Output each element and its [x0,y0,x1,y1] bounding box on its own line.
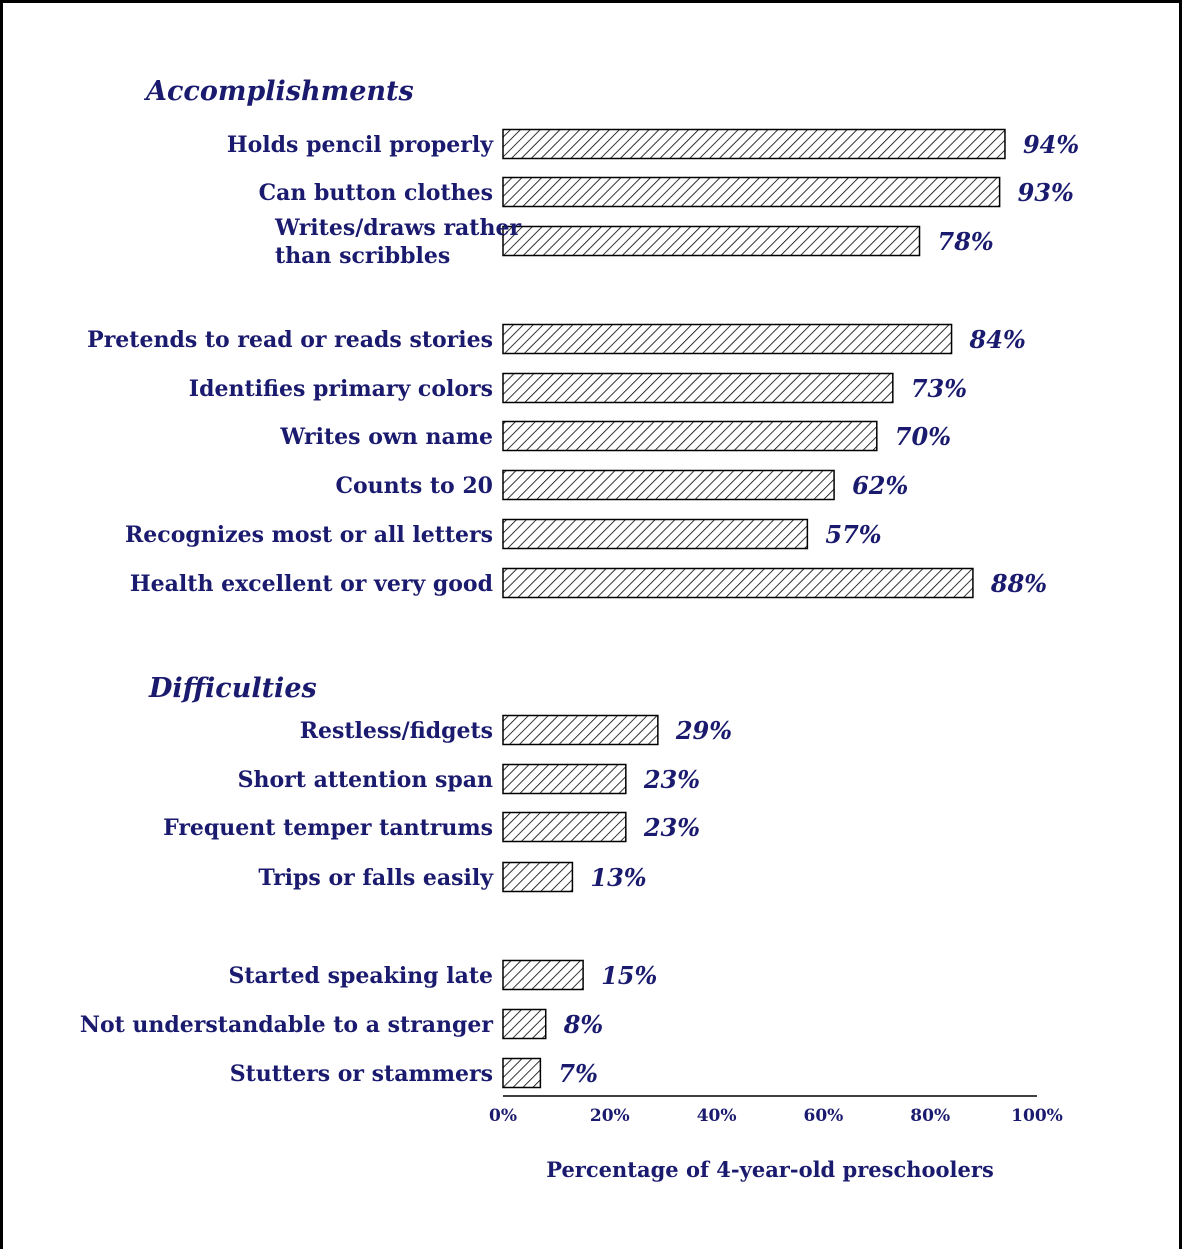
category-label: Short attention span [238,767,493,793]
bar [502,372,894,404]
data-label: 62% [852,471,908,500]
x-tick-label: 60% [803,1106,843,1126]
category-label: Trips or falls easily [258,865,494,891]
category-label: Can button clothes [259,180,493,206]
bar [502,861,574,893]
bar [502,420,878,452]
data-label: 7% [558,1059,598,1088]
category-label: Restless/fidgets [300,718,493,744]
category-label: Frequent temper tantrums [163,815,493,841]
data-label: 29% [675,716,732,745]
data-label: 73% [911,374,967,403]
bar [502,225,921,257]
bar [502,811,627,843]
data-label: 93% [1018,178,1074,207]
x-axis-title: Percentage of 4-year-old preschoolers [546,1157,994,1182]
data-label: 13% [590,863,646,892]
category-label: Writes/draws rather [274,215,521,241]
data-label: 57% [825,520,881,549]
data-label: 8% [563,1010,604,1039]
x-tick-label: 100% [1011,1106,1063,1126]
category-label: Health excellent or very good [130,571,493,597]
x-tick-label: 20% [590,1106,630,1126]
bar [502,1008,547,1040]
category-label: Writes own name [279,424,493,450]
bar [502,518,809,550]
bar [502,567,974,599]
bar [502,714,659,746]
data-label: 94% [1023,130,1079,159]
bar [502,128,1006,160]
data-label: 84% [969,325,1026,354]
bar [502,1057,542,1089]
bar [502,959,584,991]
category-label: Stutters or stammers [230,1061,493,1087]
category-label: Started speaking late [228,963,493,989]
category-label: Recognizes most or all letters [125,522,493,548]
bar [502,323,953,355]
data-label: 15% [601,961,657,990]
category-label: Holds pencil properly [227,132,494,158]
data-label: 70% [895,422,951,451]
bar [502,763,627,795]
x-tick-label: 80% [910,1106,950,1126]
category-label: Counts to 20 [336,473,494,499]
category-label: Identifies primary colors [189,376,493,402]
data-label: 88% [990,569,1047,598]
data-label: 23% [643,813,700,842]
category-label: Pretends to read or reads stories [87,327,493,353]
x-tick-label: 40% [697,1106,737,1126]
section-title: Difficulties [148,673,317,704]
bar [502,469,835,501]
data-label: 78% [938,227,994,256]
section-title: Accomplishments [143,76,414,107]
bar-chart: Accomplishments Holds pencil properly 94% C… [80,76,1079,1182]
category-label: than scribbles [275,243,450,269]
bar [502,176,1001,208]
x-tick-label: 0% [489,1106,517,1126]
data-label: 23% [643,765,700,794]
category-label: Not understandable to a stranger [80,1012,494,1038]
